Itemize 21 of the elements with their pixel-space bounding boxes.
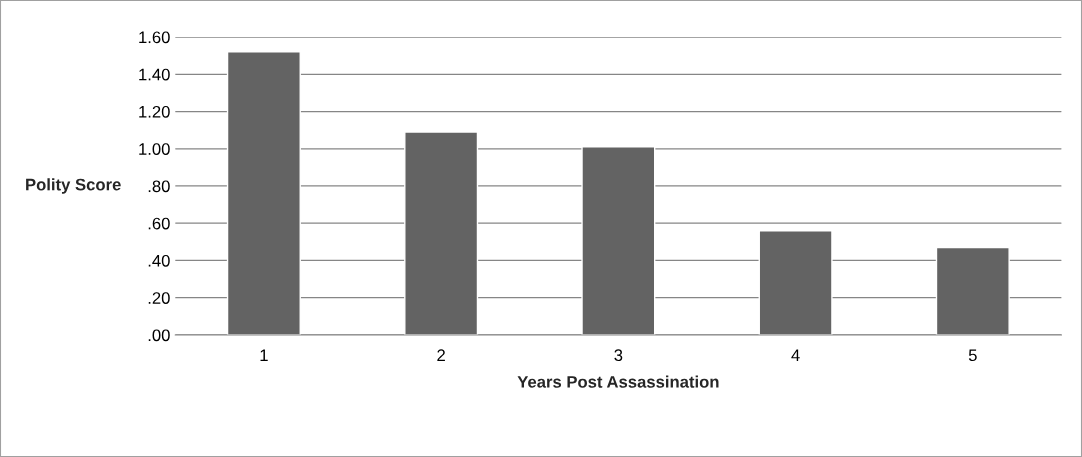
x-tick-label: 1	[260, 349, 268, 361]
y-axis-title: Polity Score	[26, 178, 121, 194]
y-tick-label: .60	[148, 217, 170, 230]
x-tick-label: 5	[968, 349, 977, 362]
bar	[758, 229, 833, 335]
y-tick-label: .40	[148, 254, 170, 267]
y-tick-label: .00	[148, 329, 170, 342]
y-tick-label: .80	[148, 180, 170, 193]
x-tick-label: 2	[437, 349, 445, 361]
y-tick-label: 1.00	[139, 143, 170, 155]
x-tick-label: 3	[614, 349, 623, 362]
bar	[226, 51, 301, 335]
y-tick-label: 1.40	[139, 68, 170, 81]
x-tick-label: 4	[791, 349, 800, 361]
y-tick-label: 1.60	[139, 31, 170, 44]
bar	[935, 246, 1010, 335]
x-axis-title: Years Post Assassination	[517, 375, 719, 388]
bar	[581, 146, 656, 335]
bar	[404, 131, 479, 335]
y-tick-label: .20	[148, 292, 170, 304]
y-tick-label: 1.20	[139, 105, 170, 118]
